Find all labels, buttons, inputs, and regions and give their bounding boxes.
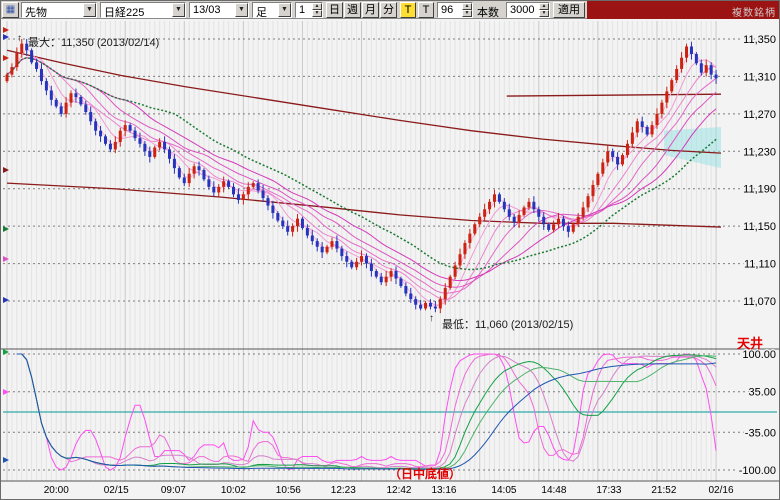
oscillator-tick-label: -35.00 — [745, 427, 776, 439]
t-toggle-button[interactable]: T — [418, 2, 434, 18]
spin-up-icon[interactable]: ▲ — [312, 3, 322, 10]
bars-value: 96 — [441, 4, 454, 16]
intraday-bottom-annotation: （日中底値） — [389, 467, 462, 481]
stepper-arrows: ▲ ▼ — [539, 3, 549, 17]
long-ma-lines — [6, 49, 722, 228]
time-tick-label: 10:02 — [221, 485, 246, 496]
axis-labels: 11,350 11,310 11,270 11,230 11,190 11,150 11,1… — [42, 33, 777, 498]
price-tick-label: 11,070 — [743, 296, 776, 308]
chart-canvas[interactable]: 11,350 11,310 11,270 11,230 11,190 11,150 11,1… — [1, 19, 779, 499]
toolbar: ▦ 先物 ▼ 日経225 ▼ 13/03 ▼ 足 ▼ 1 ▲ ▼ 日 週 月 分 — [1, 1, 779, 19]
symbol-select[interactable]: 日経225 ▼ — [100, 2, 186, 19]
bars-count-label: 本数 — [477, 7, 499, 19]
min-price-annotation: 最低：11,060 (2013/02/15) — [442, 319, 574, 331]
left-marker-icon — [3, 34, 9, 40]
chevron-down-icon[interactable]: ▼ — [172, 3, 185, 17]
instrument-type-select[interactable]: 先物 ▼ — [21, 2, 97, 19]
chart-area: 11,350 11,310 11,270 11,230 11,190 11,150 11,1… — [1, 19, 779, 499]
candles-layer — [5, 39, 718, 314]
grid-icon: ▦ — [5, 4, 16, 15]
period-week-button[interactable]: 週 — [344, 2, 361, 18]
left-marker-icon — [3, 256, 9, 262]
time-tick-label: 09:07 — [161, 485, 186, 496]
left-marker-icon — [3, 457, 9, 463]
left-marker-icon — [3, 27, 9, 33]
count-stepper[interactable]: 3000 ▲ ▼ — [506, 2, 550, 18]
max-price-annotation: 最大：11,350 (2013/02/14) — [28, 37, 160, 49]
spin-down-icon[interactable]: ▼ — [312, 10, 322, 17]
time-tick-label: 02/16 — [708, 485, 733, 496]
price-tick-label: 11,230 — [743, 146, 776, 158]
left-marker-icon — [3, 167, 9, 173]
bar-type-value: 足 — [256, 7, 267, 19]
time-tick-label: 13:16 — [431, 485, 456, 496]
oscillator-tick-label: -100.00 — [739, 465, 776, 477]
ceiling-annotation: 天井 — [736, 336, 763, 351]
time-tick-label: 17:33 — [596, 485, 621, 496]
min-arrow-icon: ↑ — [429, 313, 434, 324]
time-tick-label: 20:00 — [44, 485, 69, 496]
time-tick-label: 21:52 — [651, 485, 676, 496]
price-tick-label: 11,110 — [744, 259, 776, 271]
chevron-down-icon[interactable]: ▼ — [235, 3, 248, 17]
left-marker-icon — [3, 55, 9, 61]
apply-button[interactable]: 適用 — [553, 2, 585, 18]
period-day-button[interactable]: 日 — [326, 2, 343, 18]
time-tick-label: 02/15 — [104, 485, 129, 496]
stepper-arrows: ▲ ▼ — [462, 3, 472, 17]
stepper-arrows: ▲ ▼ — [312, 3, 322, 17]
chevron-down-icon[interactable]: ▼ — [278, 3, 291, 17]
multi-symbol-label[interactable]: 複数銘柄 — [732, 8, 776, 19]
background-stripes — [1, 19, 779, 499]
contract-month-select[interactable]: 13/03 ▼ — [189, 2, 249, 18]
period-month-button[interactable]: 月 — [362, 2, 379, 18]
left-marker-icon — [3, 349, 9, 355]
t-toggle-button-active[interactable]: T — [400, 2, 416, 18]
max-arrow-icon: ↑ — [17, 33, 22, 44]
price-tick-label: 11,310 — [743, 71, 776, 83]
count-value: 3000 — [510, 4, 535, 16]
price-tick-label: 11,270 — [743, 109, 776, 121]
bars-stepper[interactable]: 96 ▲ ▼ — [437, 2, 473, 18]
left-marker-icon — [3, 226, 9, 232]
time-tick-label: 12:42 — [386, 485, 411, 496]
left-marker-icon — [3, 389, 9, 395]
spin-down-icon[interactable]: ▼ — [462, 10, 472, 17]
price-tick-label: 11,150 — [743, 221, 776, 233]
instrument-type-value: 先物 — [25, 7, 47, 19]
interval-stepper[interactable]: 1 ▲ ▼ — [295, 2, 323, 18]
contract-month-value: 13/03 — [193, 4, 221, 16]
oscillator-tick-label: 35.00 — [748, 387, 776, 399]
spin-up-icon[interactable]: ▲ — [462, 3, 472, 10]
gridlines — [1, 38, 779, 482]
bar-type-select[interactable]: 足 ▼ — [252, 2, 292, 19]
spin-down-icon[interactable]: ▼ — [539, 10, 549, 17]
price-tick-label: 11,190 — [743, 184, 776, 196]
window-menu-button[interactable]: ▦ — [2, 2, 19, 18]
time-tick-label: 14:48 — [541, 485, 566, 496]
left-markers — [3, 27, 9, 463]
time-tick-label: 12:23 — [331, 485, 356, 496]
interval-value: 1 — [299, 4, 306, 16]
symbol-value: 日経225 — [104, 7, 145, 19]
spin-up-icon[interactable]: ▲ — [539, 3, 549, 10]
period-minute-button[interactable]: 分 — [380, 2, 397, 18]
time-tick-label: 10:56 — [276, 485, 301, 496]
left-marker-icon — [3, 297, 9, 303]
price-tick-label: 11,350 — [743, 34, 776, 46]
oscillator-tick-label: 100.00 — [742, 349, 776, 361]
toolbar-right-strip: 複数銘柄 — [587, 1, 779, 19]
chevron-down-icon[interactable]: ▼ — [83, 3, 96, 17]
oscillator-layer — [16, 353, 717, 471]
time-tick-label: 14:05 — [491, 485, 516, 496]
